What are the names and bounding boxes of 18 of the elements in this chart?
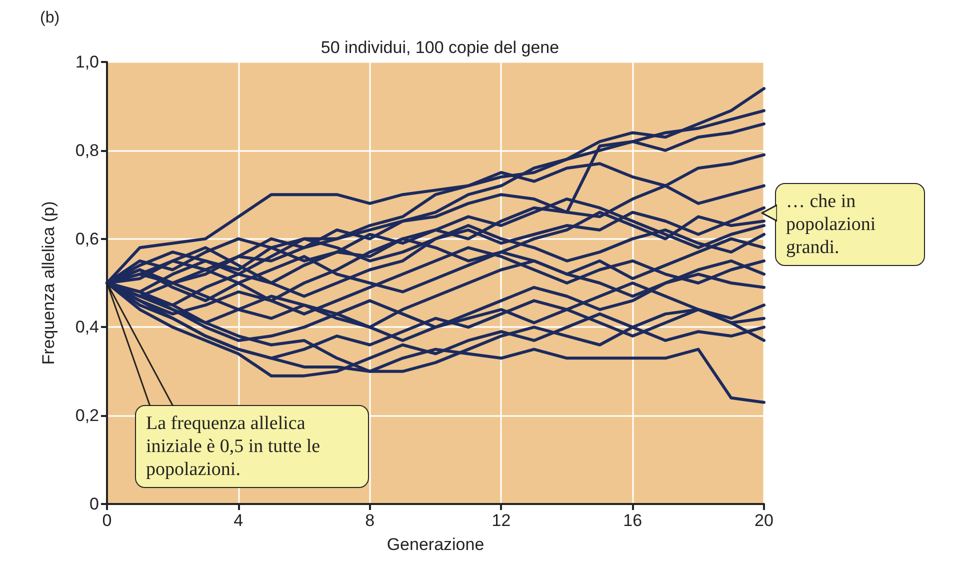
y-tick-label: 1,0 <box>75 52 99 72</box>
y-axis-title: Frequenza allelica (p) <box>39 201 58 365</box>
y-tick-label: 0,8 <box>75 140 99 160</box>
text: (b) <box>40 10 60 26</box>
y-tick-label: 0,4 <box>75 318 99 337</box>
y-tick-label: 0 <box>90 494 99 514</box>
x-tick-label: 0 <box>102 511 112 530</box>
x-tick-label: 4 <box>234 511 244 530</box>
text: … che in popolazioni grandi. <box>775 183 925 266</box>
x-axis-title: Generazione <box>386 535 484 554</box>
y-tick-label: 0,2 <box>75 406 99 426</box>
chart-title: 50 individui, 100 copie del gene <box>320 38 560 57</box>
x-tick-label: 16 <box>623 511 642 530</box>
y-tick-label: 0,6 <box>75 229 99 248</box>
x-tick-label: 8 <box>365 511 375 530</box>
x-tick-label: 20 <box>754 511 774 530</box>
annotation: La frequenza allelica iniziale è 0,5 in tutte le popolazioni. <box>135 405 369 488</box>
x-tick-label: 12 <box>492 511 511 530</box>
